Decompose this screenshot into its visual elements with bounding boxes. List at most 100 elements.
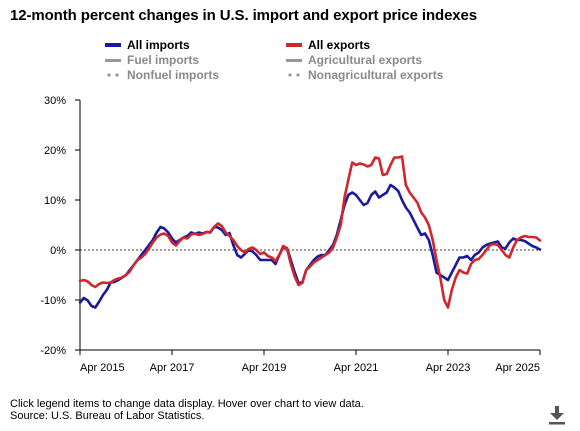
data-point-all-exports[interactable] bbox=[271, 256, 273, 259]
data-point-all-imports[interactable] bbox=[267, 259, 269, 261]
data-point-all-imports[interactable] bbox=[106, 289, 108, 291]
data-point-all-imports[interactable] bbox=[508, 241, 510, 244]
data-point-all-exports[interactable] bbox=[389, 164, 392, 166]
data-point-all-imports[interactable] bbox=[156, 231, 158, 234]
data-point-all-exports[interactable] bbox=[489, 244, 491, 246]
data-point-all-exports[interactable] bbox=[244, 251, 246, 254]
data-point-all-imports[interactable] bbox=[317, 255, 319, 258]
data-point-all-imports[interactable] bbox=[259, 259, 261, 261]
data-point-all-imports[interactable] bbox=[271, 259, 273, 261]
data-point-all-imports[interactable] bbox=[520, 239, 522, 241]
data-point-all-exports[interactable] bbox=[527, 236, 530, 238]
data-point-all-exports[interactable] bbox=[424, 216, 426, 219]
data-point-all-exports[interactable] bbox=[259, 253, 261, 255]
data-point-all-exports[interactable] bbox=[340, 224, 342, 226]
data-point-all-imports[interactable] bbox=[90, 305, 93, 307]
data-point-all-imports[interactable] bbox=[435, 271, 438, 274]
data-point-all-exports[interactable] bbox=[343, 196, 346, 199]
data-point-all-imports[interactable] bbox=[255, 254, 257, 256]
data-point-all-imports[interactable] bbox=[420, 234, 422, 236]
data-point-all-imports[interactable] bbox=[144, 249, 146, 251]
data-point-all-exports[interactable] bbox=[221, 225, 223, 227]
data-point-all-exports[interactable] bbox=[248, 248, 250, 250]
data-point-all-imports[interactable] bbox=[432, 254, 434, 256]
data-point-all-imports[interactable] bbox=[175, 241, 177, 244]
data-point-all-exports[interactable] bbox=[125, 274, 127, 276]
data-point-all-exports[interactable] bbox=[175, 244, 177, 247]
data-point-all-exports[interactable] bbox=[225, 231, 227, 234]
data-point-all-imports[interactable] bbox=[347, 194, 349, 196]
data-point-all-imports[interactable] bbox=[140, 254, 142, 256]
data-point-all-exports[interactable] bbox=[305, 269, 307, 271]
data-point-all-imports[interactable] bbox=[374, 190, 376, 193]
data-point-all-exports[interactable] bbox=[240, 249, 242, 251]
data-point-all-imports[interactable] bbox=[474, 254, 476, 256]
data-point-all-exports[interactable] bbox=[382, 174, 384, 176]
data-point-all-imports[interactable] bbox=[424, 232, 426, 235]
data-point-all-imports[interactable] bbox=[504, 247, 507, 250]
data-point-all-imports[interactable] bbox=[470, 259, 472, 261]
data-point-all-imports[interactable] bbox=[370, 194, 372, 196]
data-point-all-imports[interactable] bbox=[359, 199, 361, 201]
data-point-all-exports[interactable] bbox=[309, 265, 311, 268]
data-point-all-imports[interactable] bbox=[401, 199, 403, 201]
data-point-all-exports[interactable] bbox=[286, 247, 288, 250]
data-point-all-exports[interactable] bbox=[186, 237, 188, 240]
data-point-all-exports[interactable] bbox=[232, 239, 234, 241]
data-point-all-exports[interactable] bbox=[110, 281, 112, 284]
data-point-all-exports[interactable] bbox=[481, 254, 484, 256]
data-point-all-exports[interactable] bbox=[290, 263, 292, 265]
data-point-all-exports[interactable] bbox=[401, 155, 403, 158]
series-line-all-exports[interactable] bbox=[78, 155, 542, 309]
data-point-all-imports[interactable] bbox=[481, 246, 484, 249]
data-point-all-imports[interactable] bbox=[497, 240, 499, 243]
data-point-all-exports[interactable] bbox=[79, 280, 81, 282]
data-point-all-exports[interactable] bbox=[393, 156, 395, 159]
data-point-all-exports[interactable] bbox=[159, 233, 162, 236]
data-point-all-exports[interactable] bbox=[274, 260, 277, 262]
data-point-all-imports[interactable] bbox=[251, 250, 254, 253]
data-point-all-imports[interactable] bbox=[87, 299, 89, 302]
data-point-all-exports[interactable] bbox=[301, 282, 303, 284]
data-point-all-exports[interactable] bbox=[485, 249, 487, 251]
data-point-all-imports[interactable] bbox=[382, 194, 384, 196]
data-point-all-exports[interactable] bbox=[267, 255, 269, 257]
data-point-all-exports[interactable] bbox=[278, 254, 280, 256]
data-point-all-exports[interactable] bbox=[520, 236, 522, 239]
data-point-all-exports[interactable] bbox=[359, 162, 361, 165]
data-point-all-exports[interactable] bbox=[447, 306, 449, 309]
data-point-all-imports[interactable] bbox=[386, 191, 388, 194]
data-point-all-imports[interactable] bbox=[524, 240, 526, 242]
data-point-all-exports[interactable] bbox=[501, 249, 503, 251]
data-point-all-exports[interactable] bbox=[497, 244, 499, 246]
data-point-all-exports[interactable] bbox=[98, 283, 100, 285]
data-point-all-imports[interactable] bbox=[531, 245, 533, 247]
data-point-all-imports[interactable] bbox=[232, 244, 234, 246]
data-point-all-imports[interactable] bbox=[366, 202, 369, 204]
data-point-all-exports[interactable] bbox=[458, 269, 461, 271]
data-point-all-imports[interactable] bbox=[148, 244, 150, 246]
data-point-all-imports[interactable] bbox=[405, 206, 407, 209]
data-point-all-imports[interactable] bbox=[447, 279, 449, 281]
data-point-all-exports[interactable] bbox=[416, 201, 418, 204]
data-point-all-imports[interactable] bbox=[190, 231, 192, 234]
data-point-all-exports[interactable] bbox=[152, 241, 154, 244]
data-point-all-exports[interactable] bbox=[366, 165, 369, 168]
data-point-all-imports[interactable] bbox=[451, 271, 453, 274]
legend-item-nonagricultural-exports[interactable]: Nonagricultural exports bbox=[286, 68, 443, 82]
data-point-all-imports[interactable] bbox=[228, 232, 231, 234]
data-point-all-imports[interactable] bbox=[263, 259, 265, 261]
data-point-all-exports[interactable] bbox=[443, 299, 445, 301]
data-point-all-exports[interactable] bbox=[133, 264, 135, 266]
data-point-all-imports[interactable] bbox=[355, 194, 357, 196]
data-point-all-exports[interactable] bbox=[171, 241, 173, 244]
data-point-all-exports[interactable] bbox=[328, 251, 330, 254]
data-point-all-exports[interactable] bbox=[140, 256, 142, 259]
data-point-all-imports[interactable] bbox=[102, 294, 104, 296]
data-point-all-exports[interactable] bbox=[297, 284, 300, 286]
data-point-all-exports[interactable] bbox=[182, 236, 185, 239]
data-point-all-exports[interactable] bbox=[428, 224, 430, 226]
data-point-all-exports[interactable] bbox=[516, 239, 518, 241]
data-point-all-imports[interactable] bbox=[217, 226, 219, 229]
data-point-all-exports[interactable] bbox=[324, 254, 326, 256]
